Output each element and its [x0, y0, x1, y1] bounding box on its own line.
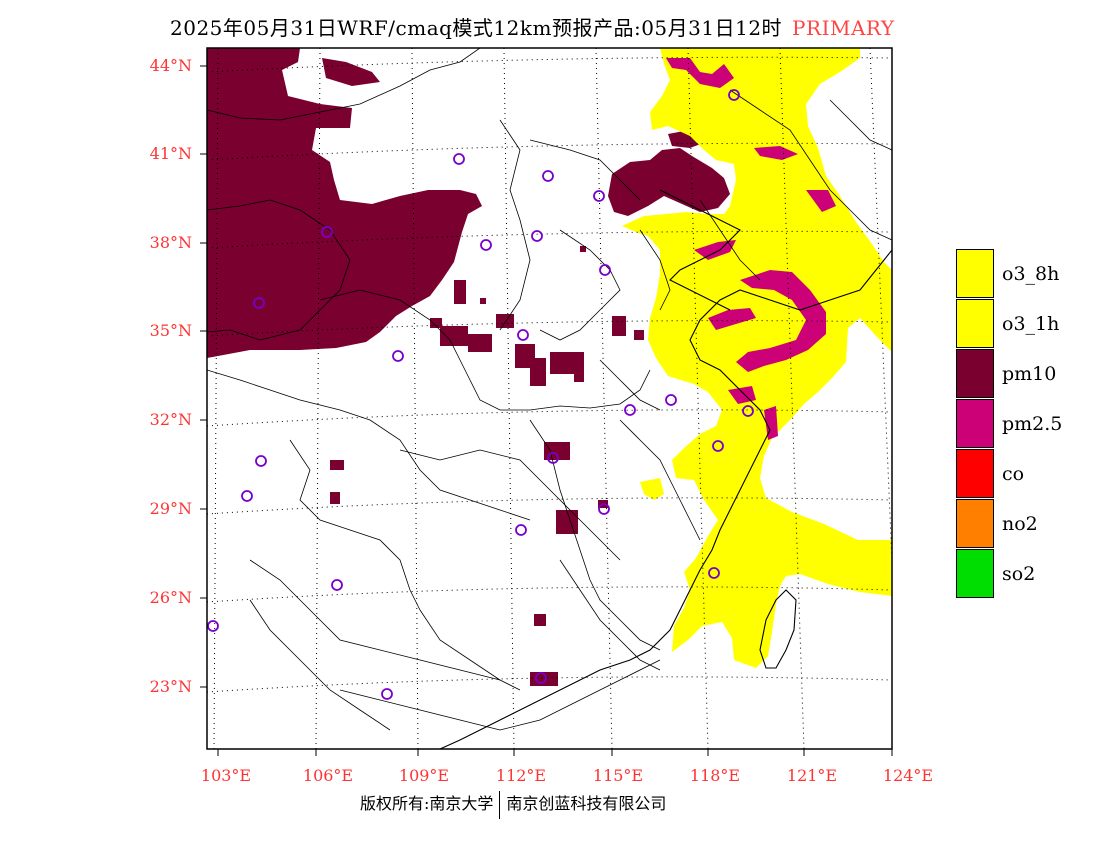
lon-label-103e: 103°E [200, 766, 252, 785]
title-text: 2025年05月31日WRF/cmaq模式12km预报产品:05月31日12时 [170, 16, 783, 40]
pm25-patches [666, 58, 836, 440]
lat-label-23n: 23°N [149, 677, 192, 696]
pm10-scattered-patches [330, 246, 644, 686]
o3-island-south [640, 478, 664, 500]
legend-label: no2 [1002, 513, 1038, 535]
lat-label-38n: 38°N [149, 233, 192, 252]
legend-item-pm10: pm10 [956, 349, 1096, 399]
lon-label-109e: 109°E [398, 766, 450, 785]
pm10-region-north [322, 58, 380, 86]
legend-swatch [956, 449, 994, 498]
map-title: 2025年05月31日WRF/cmaq模式12km预报产品:05月31日12时 P… [170, 12, 895, 41]
legend-label: so2 [1002, 563, 1036, 585]
lon-label-124e: 124°E [882, 766, 934, 785]
legend-swatch [956, 499, 994, 548]
legend-label: o3_1h [1002, 313, 1060, 335]
legend-label: o3_8h [1002, 263, 1060, 285]
city-markers [207, 89, 754, 700]
footer-separator [499, 790, 501, 819]
copyright-footer: 版权所有:南京大学 南京创蓝科技有限公司 [360, 790, 666, 819]
taiwan [759, 589, 797, 669]
bohai-coast [659, 189, 741, 311]
legend-swatch [956, 249, 994, 298]
legend-item-co: co [956, 449, 1096, 499]
legend-item-o3-1h: o3_1h [956, 299, 1096, 349]
lat-label-32n: 32°N [149, 410, 192, 429]
lon-label-118e: 118°E [689, 766, 741, 785]
copyright-left: 版权所有:南京大学 [360, 794, 494, 813]
copyright-right: 南京创蓝科技有限公司 [506, 794, 667, 813]
lon-label-112e: 112°E [495, 766, 547, 785]
lon-label-115e: 115°E [592, 766, 644, 785]
legend-label: co [1002, 463, 1025, 485]
lat-label-35n: 35°N [149, 321, 192, 340]
pm10-beijing-cluster [608, 148, 730, 216]
legend-label: pm10 [1002, 363, 1057, 385]
legend-label: pm2.5 [1002, 413, 1063, 435]
pm10-region-northwest [207, 48, 482, 358]
legend-swatch [956, 549, 994, 598]
lat-label-41n: 41°N [149, 144, 192, 163]
lon-label-106e: 106°E [302, 766, 354, 785]
frame-ticks [200, 65, 893, 756]
lat-label-44n: 44°N [149, 56, 192, 75]
legend-item-pm25: pm2.5 [956, 399, 1096, 449]
legend-item-no2: no2 [956, 499, 1096, 549]
legend-swatch [956, 299, 994, 348]
lat-label-26n: 26°N [149, 588, 192, 607]
lon-label-121e: 121°E [786, 766, 838, 785]
legend: o3_8h o3_1h pm10 pm2.5 co no2 so2 [956, 249, 1096, 599]
map-frame [206, 47, 893, 750]
coastline [439, 249, 892, 749]
legend-swatch [956, 349, 994, 398]
lat-label-29n: 29°N [149, 499, 192, 518]
graticule [207, 48, 892, 749]
legend-item-o3-8h: o3_8h [956, 249, 1096, 299]
legend-item-so2: so2 [956, 549, 1096, 599]
primary-tag: PRIMARY [792, 16, 895, 40]
legend-swatch [956, 399, 994, 448]
